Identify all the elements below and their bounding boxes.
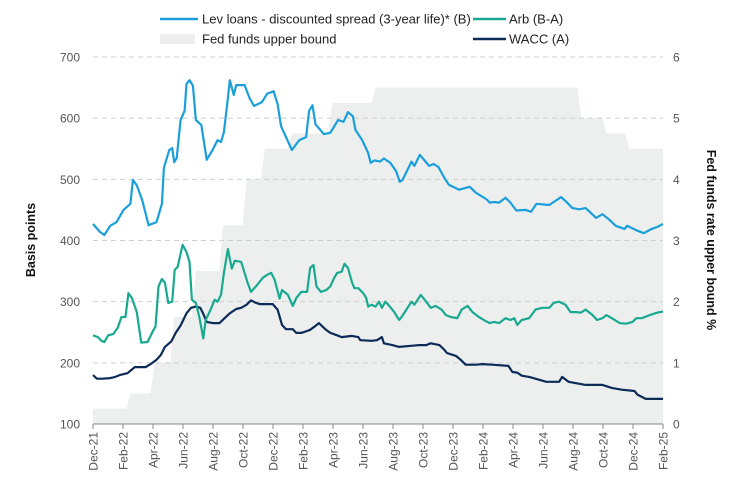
y-tick-label: 500 — [60, 173, 80, 187]
x-tick-label: Oct-23 — [417, 432, 431, 468]
y2-tick-label: 2 — [673, 295, 680, 309]
y2-tick-label: 4 — [673, 173, 680, 187]
x-tick-label: Dec-24 — [627, 432, 641, 471]
legend-swatch-fed — [160, 34, 195, 44]
series-lines — [92, 79, 664, 400]
y2-tick-label: 1 — [673, 356, 680, 370]
axes: 700 600 500 400 300 200 100 6 5 4 3 2 1 0 Dec-21 Feb-22… — [60, 51, 680, 471]
legend: Lev loans - discounted spread (3-year li… — [160, 12, 569, 47]
x-tick-label: Feb-22 — [117, 432, 131, 470]
y-axis-title-left: Basis points — [24, 203, 38, 277]
fed-funds-area — [93, 87, 663, 424]
y-tick-label: 200 — [60, 356, 80, 370]
y-tick-label: 700 — [60, 51, 80, 65]
x-tick-label: Dec-21 — [87, 432, 101, 471]
x-tick-label: Feb-25 — [657, 432, 671, 470]
x-tick-label: Oct-22 — [237, 432, 251, 468]
x-tick-label: Jun-22 — [177, 432, 191, 469]
x-tick-label: Apr-22 — [147, 432, 161, 468]
legend-label-wacc: WACC (A) — [509, 32, 569, 47]
y-tick-label: 600 — [60, 112, 80, 126]
y2-tick-label: 0 — [673, 418, 680, 432]
x-tick-label: Dec-22 — [267, 432, 281, 471]
legend-label-arb: Arb (B-A) — [509, 12, 563, 27]
x-tick-label: Aug-24 — [567, 432, 581, 471]
y2-tick-label: 6 — [673, 51, 680, 65]
series-line-wacc — [92, 299, 663, 400]
y-tick-label: 100 — [60, 418, 80, 432]
x-tick-label: Aug-22 — [207, 432, 221, 471]
y-tick-label: 400 — [60, 234, 80, 248]
series-line-arb — [92, 243, 664, 344]
series-line-lev — [92, 79, 664, 237]
x-tick-label: Feb-23 — [297, 432, 311, 470]
fed-funds-area-layer — [93, 87, 663, 424]
y-axis-title-right: Fed funds rate upper bound % — [704, 150, 718, 331]
gridlines — [93, 56, 663, 364]
x-tick-label: Jun-23 — [357, 432, 371, 469]
x-tick-label: Apr-23 — [327, 432, 341, 468]
x-tick-label: Jun-24 — [537, 432, 551, 469]
x-tick-label: Aug-23 — [387, 432, 401, 471]
x-tick-label: Dec-23 — [447, 432, 461, 471]
legend-label-lev: Lev loans - discounted spread (3-year li… — [202, 12, 471, 27]
y2-tick-label: 3 — [673, 234, 680, 248]
x-tick-label: Oct-24 — [597, 432, 611, 468]
y-tick-label: 300 — [60, 295, 80, 309]
y2-tick-label: 5 — [673, 112, 680, 126]
x-tick-label: Feb-24 — [477, 432, 491, 470]
x-tick-label: Apr-24 — [507, 432, 521, 468]
legend-label-fed: Fed funds upper bound — [202, 32, 336, 47]
